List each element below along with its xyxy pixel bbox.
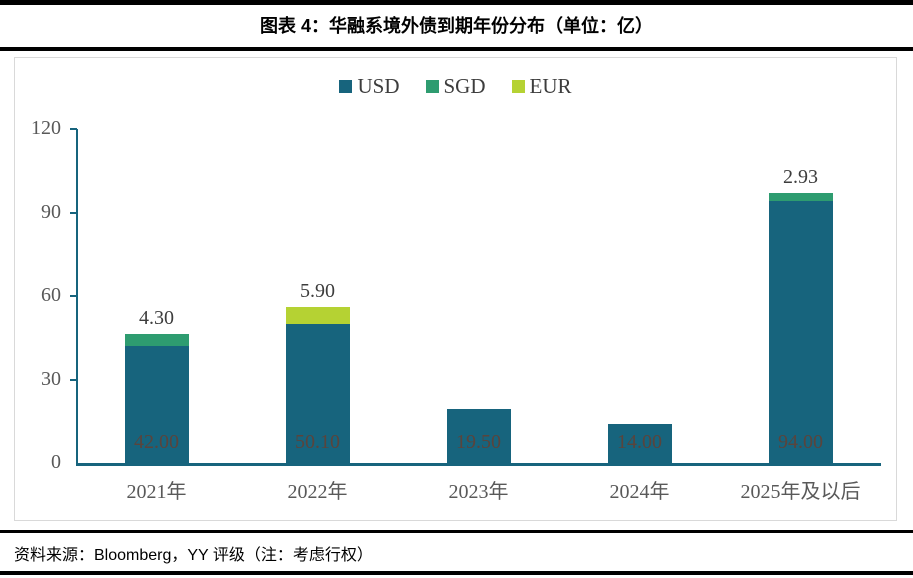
x-tick-label-2025年及以后: 2025年及以后 xyxy=(740,481,861,503)
y-axis xyxy=(76,129,78,463)
bar-segment-usd-2024年 xyxy=(607,424,672,463)
bar-top-label-2022年: 5.90 xyxy=(300,280,335,303)
legend-item-eur: EUR xyxy=(511,74,572,99)
legend-swatch-sgd-icon xyxy=(425,80,439,93)
x-tick-label-2022年: 2022年 xyxy=(287,481,348,503)
bar-inside-label-2023年: 19.50 xyxy=(456,431,501,453)
legend-label-eur: EUR xyxy=(529,74,572,98)
bar-segment-usd-2022年 xyxy=(285,323,350,463)
title-separator-rule xyxy=(0,47,913,51)
source-note: 资料来源：Bloomberg，YY 评级（注：考虑行权） xyxy=(14,547,373,564)
bar-segment-usd-2025年及以后 xyxy=(768,201,833,463)
bar-top-label-2021年: 4.30 xyxy=(139,307,174,330)
y-tick-90 xyxy=(70,211,77,214)
y-tick-label-90: 90 xyxy=(41,200,61,223)
legend-swatch-usd-icon xyxy=(339,80,353,93)
x-axis xyxy=(76,463,881,466)
chart-legend: USD SGD EUR xyxy=(15,74,896,99)
chart-separator-rule xyxy=(0,530,913,533)
x-tick-label-2023年: 2023年 xyxy=(448,481,509,503)
bar-top-label-2025年及以后: 2.93 xyxy=(783,166,818,189)
bar-segment-eur-2022年 xyxy=(285,307,350,324)
y-tick-120 xyxy=(70,128,77,130)
legend-label-usd: USD xyxy=(357,74,400,98)
bar-segment-usd-2021年 xyxy=(124,346,189,463)
bar-segment-sgd-2025年及以后 xyxy=(768,193,833,202)
y-tick-label-60: 60 xyxy=(41,284,61,306)
chart-frame: USD SGD EUR 0 30 60 90 120 42.00 4.30 2021年 50.10 5… xyxy=(14,57,897,521)
legend-label-sgd: SGD xyxy=(443,74,486,98)
x-tick-label-2021年: 2021年 xyxy=(126,481,187,503)
top-rule xyxy=(0,0,913,5)
bar-segment-sgd-2021年 xyxy=(124,334,189,347)
chart-title: 图表 4：华融系境外债到期年份分布（单位：亿） xyxy=(259,16,653,36)
y-tick-label-120: 120 xyxy=(31,117,61,139)
legend-swatch-eur-icon xyxy=(511,80,525,93)
bar-inside-label-2024年: 14.00 xyxy=(617,431,662,453)
bar-inside-label-2022年: 50.10 xyxy=(295,431,340,453)
bottom-rule xyxy=(0,571,913,575)
bar-inside-label-2021年: 42.00 xyxy=(134,431,179,453)
bar-inside-label-2025年及以后: 94.00 xyxy=(778,431,823,453)
plot-area: 0 30 60 90 120 42.00 4.30 2021年 50.10 5.90 2022年 19… xyxy=(15,58,896,520)
legend-item-sgd: SGD xyxy=(425,74,486,99)
bar-segment-usd-2023年 xyxy=(446,408,511,463)
y-tick-60 xyxy=(70,295,77,297)
x-tick-label-2024年: 2024年 xyxy=(609,481,670,503)
legend-item-usd: USD xyxy=(339,74,400,99)
y-tick-label-30: 30 xyxy=(41,367,61,390)
y-tick-label-0: 0 xyxy=(51,451,61,473)
y-tick-30 xyxy=(70,378,77,381)
